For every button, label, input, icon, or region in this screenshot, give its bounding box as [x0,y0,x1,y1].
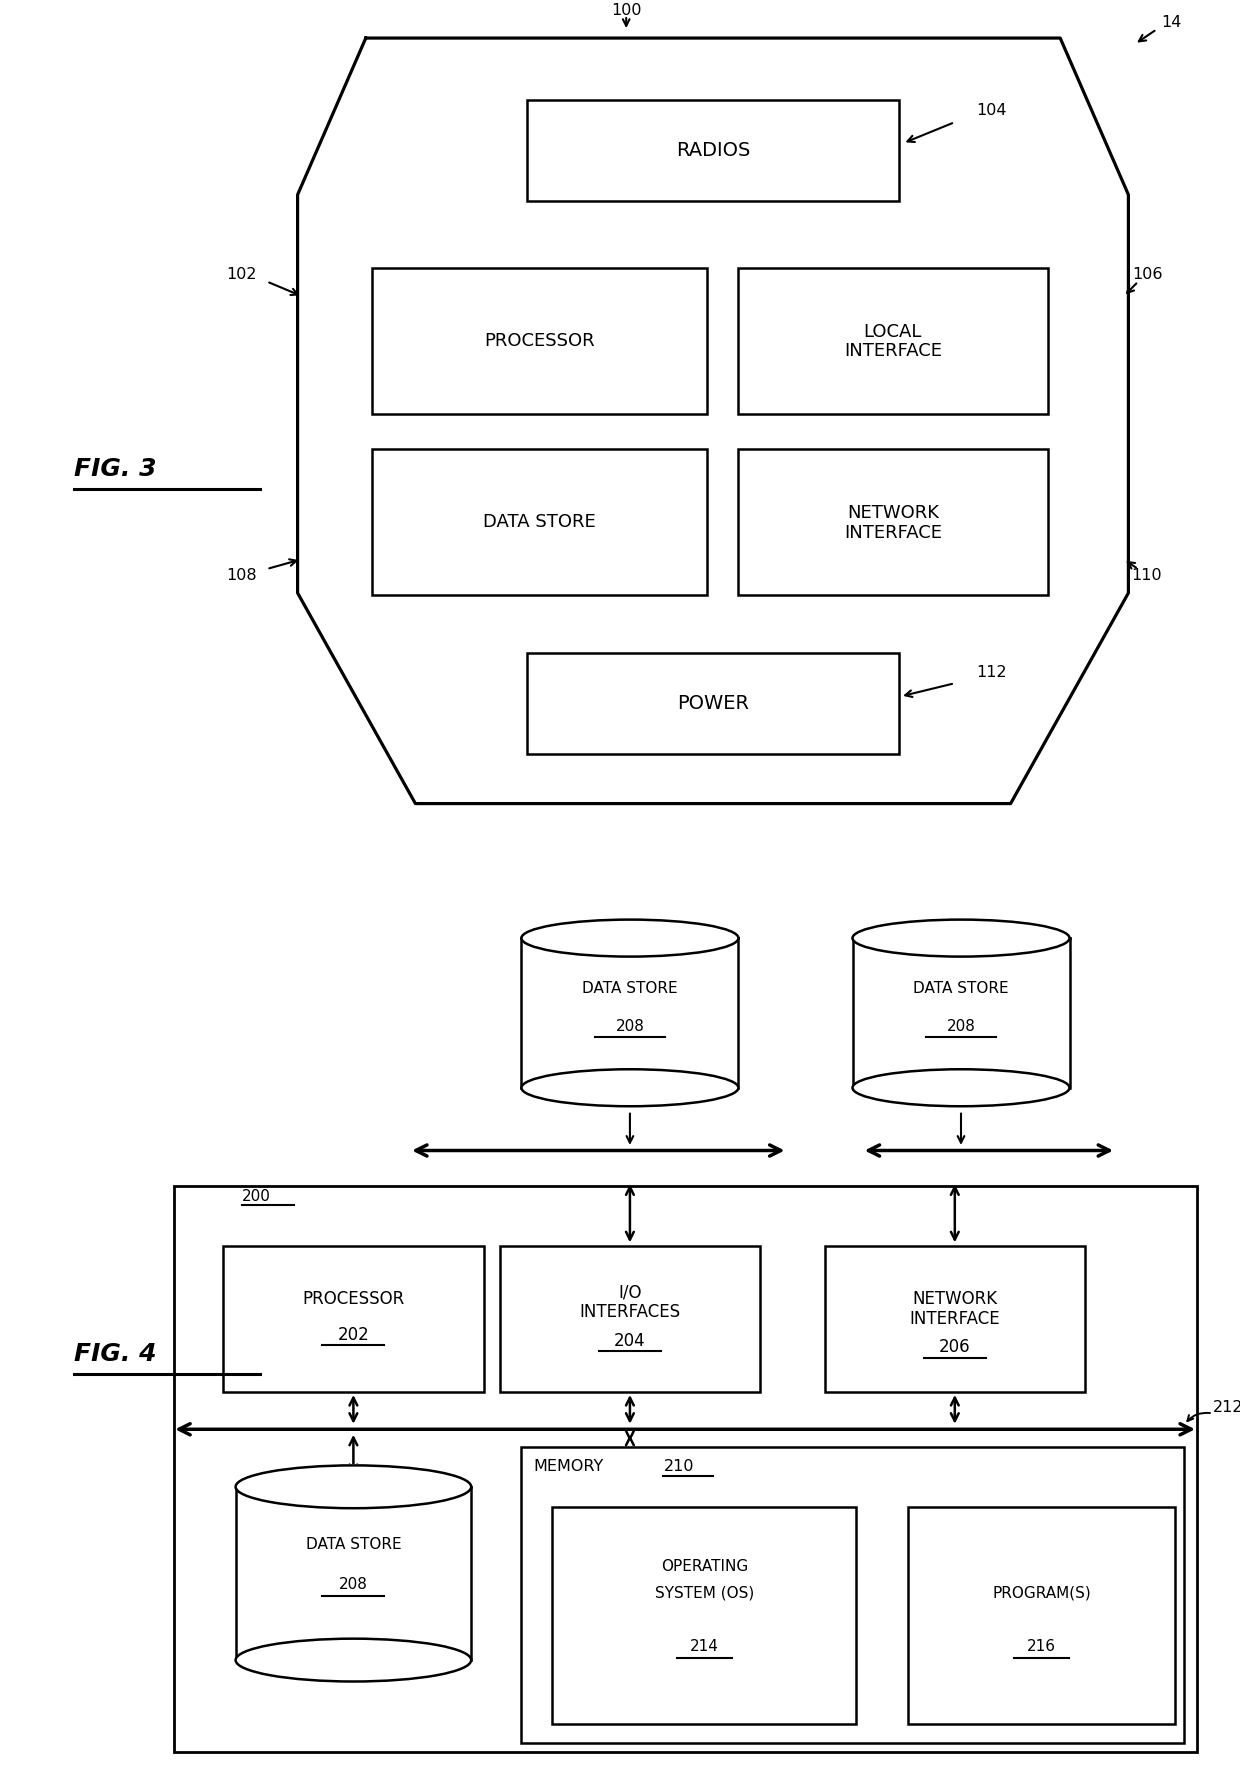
Ellipse shape [521,920,738,956]
Bar [372,267,707,414]
Text: 14: 14 [1162,14,1182,30]
Text: 204: 204 [614,1331,646,1351]
Bar [236,1464,471,1487]
Bar [521,938,738,1089]
Text: 104: 104 [977,103,1007,119]
Text: OPERATING: OPERATING [661,1559,748,1574]
Text: PROGRAM(S): PROGRAM(S) [992,1586,1091,1600]
Ellipse shape [853,1069,1069,1106]
Text: DATA STORE: DATA STORE [305,1536,402,1552]
Text: 208: 208 [339,1577,368,1591]
Text: INTERFACE: INTERFACE [843,524,942,542]
Text: NETWORK: NETWORK [847,504,939,522]
Bar [738,450,1048,595]
Text: 208: 208 [946,1020,976,1034]
Text: FIG. 3: FIG. 3 [74,457,157,481]
Text: NETWORK: NETWORK [913,1290,997,1308]
Bar [174,1186,1197,1752]
Ellipse shape [521,1069,738,1106]
Text: POWER: POWER [677,694,749,713]
Text: FIG. 4: FIG. 4 [74,1342,157,1366]
Text: INTERFACE: INTERFACE [843,342,942,361]
Text: LOCAL: LOCAL [863,322,923,342]
Text: 110: 110 [1132,568,1162,582]
Text: 112: 112 [977,666,1007,680]
Text: DATA STORE: DATA STORE [582,981,678,997]
Text: 210: 210 [663,1458,694,1474]
Text: MEMORY: MEMORY [533,1458,604,1474]
Text: 208: 208 [615,1020,645,1034]
Ellipse shape [236,1639,471,1681]
Text: I/O: I/O [619,1283,641,1301]
Text: 200: 200 [242,1189,270,1204]
Bar [552,1506,856,1724]
Bar [500,1246,760,1391]
Text: 206: 206 [939,1338,971,1356]
Text: 202: 202 [337,1326,370,1343]
Bar [223,1246,484,1391]
Text: RADIOS: RADIOS [676,142,750,159]
Text: 214: 214 [689,1639,719,1653]
Bar [521,1448,1184,1743]
Bar [527,653,899,754]
Text: 106: 106 [1132,267,1162,281]
Ellipse shape [236,1466,471,1508]
Bar [372,450,707,595]
Text: 100: 100 [611,4,641,18]
Text: DATA STORE: DATA STORE [484,513,595,531]
Bar [236,1487,471,1660]
Text: SYSTEM (OS): SYSTEM (OS) [655,1586,754,1600]
Text: 108: 108 [227,568,257,582]
Bar [521,919,738,938]
Bar [825,1246,1085,1391]
Text: 102: 102 [227,267,257,281]
Text: DATA STORE: DATA STORE [913,981,1009,997]
Bar [527,99,899,202]
Bar [853,938,1069,1089]
Text: PROCESSOR: PROCESSOR [484,331,595,350]
Bar [908,1506,1174,1724]
Ellipse shape [853,920,1069,956]
Text: INTERFACES: INTERFACES [579,1303,681,1320]
Text: 216: 216 [1027,1639,1056,1653]
Text: 212: 212 [1213,1400,1240,1414]
Text: INTERFACE: INTERFACE [909,1310,1001,1328]
Bar [738,267,1048,414]
Bar [853,919,1069,938]
Text: PROCESSOR: PROCESSOR [303,1290,404,1308]
